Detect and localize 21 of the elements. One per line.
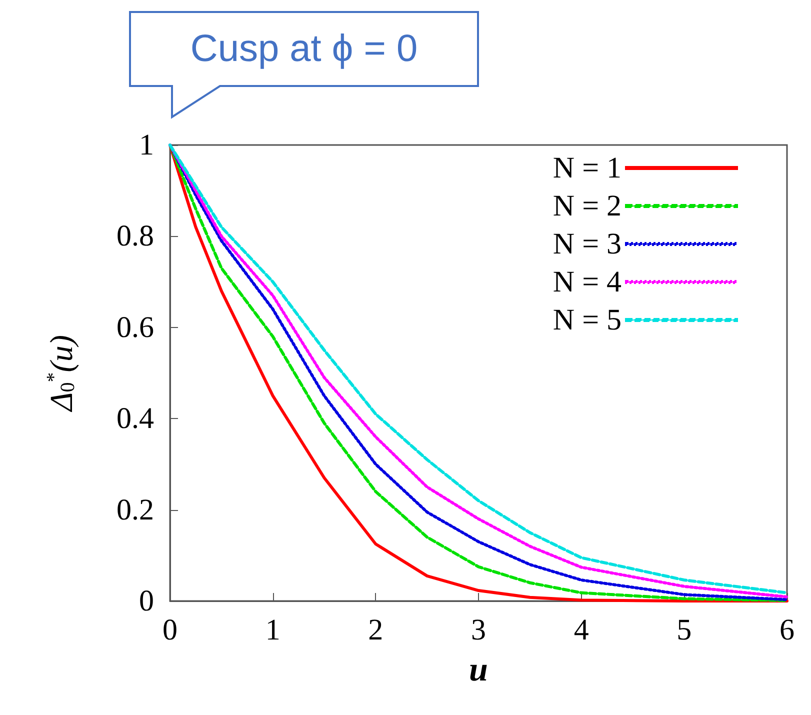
x-tick-label: 5 (676, 614, 692, 646)
y-tick-label: 0 (139, 584, 154, 618)
legend-label: N = 2 (552, 190, 622, 222)
annotation: Cusp at ϕ = 0 (190, 28, 418, 70)
x-tick-label: 0 (162, 614, 178, 646)
legend-label: N = 1 (552, 152, 622, 184)
x-tick-label: 4 (574, 614, 589, 646)
y-tick-label: 0.4 (116, 402, 154, 436)
x-tick-label: 6 (780, 614, 794, 646)
x-axis-title: u (469, 652, 488, 688)
legend-label: N = 5 (552, 304, 622, 336)
y-axis-title: Δ0*(u) (43, 334, 79, 414)
legend-label: N = 3 (552, 228, 622, 260)
x-tick-label: 3 (471, 614, 486, 646)
x-tick-label: 2 (368, 614, 384, 646)
x-tick-label: 1 (265, 614, 280, 646)
y-tick-label: 1 (139, 128, 154, 162)
y-tick-label: 0.2 (116, 493, 154, 526)
legend-label: N = 4 (552, 266, 622, 298)
y-tick-label: 0.8 (116, 220, 154, 253)
y-tick-label: 0.6 (116, 310, 154, 344)
